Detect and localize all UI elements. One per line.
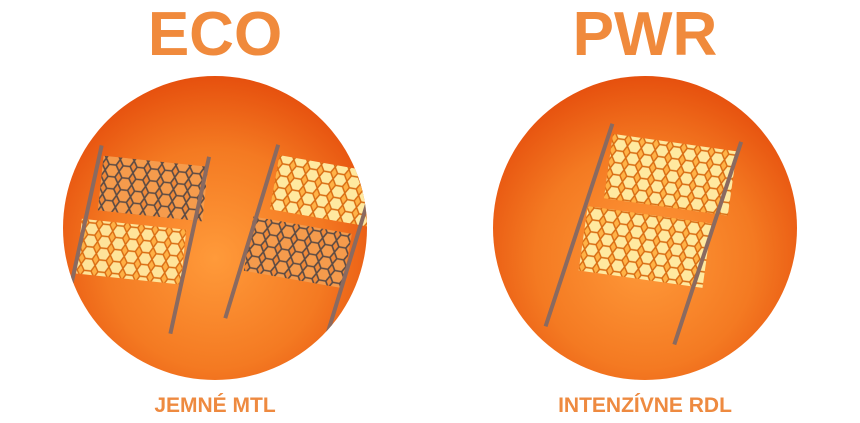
coil-illustration: [63, 144, 367, 337]
panel-caption: INTENZÍVNE RDL: [558, 394, 732, 417]
coil-illustration: [543, 123, 744, 346]
panel-title: PWR: [573, 0, 718, 69]
panel-title: ECO: [148, 0, 282, 69]
panel-caption: JEMNÉ MTL: [154, 394, 276, 417]
product-circle: [63, 76, 367, 380]
